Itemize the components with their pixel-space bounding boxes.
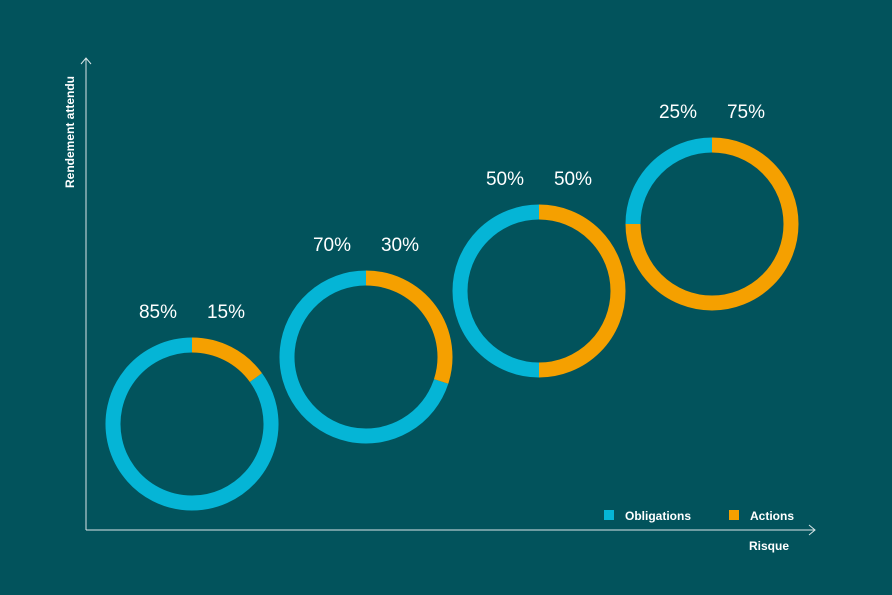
legend-swatch-obligations <box>604 510 614 520</box>
donut-2-actions-segment <box>365 270 453 384</box>
donut-4-obligations-label: 25% <box>659 102 697 123</box>
donut-1-actions-segment <box>191 337 262 383</box>
axes <box>80 57 816 536</box>
y-axis-arrow-icon <box>80 57 92 65</box>
donut-1-obligations-segment <box>105 337 279 511</box>
x-axis-label: Risque <box>749 539 789 553</box>
y-axis-label: Rendement attendu <box>63 76 77 188</box>
donut-3: 50% 50% <box>452 169 626 378</box>
donut-3-actions-label: 50% <box>554 169 592 190</box>
x-axis-arrow-icon <box>808 524 816 536</box>
donut-4: 25% 75% <box>625 102 799 311</box>
donut-3-actions-segment <box>538 204 626 378</box>
donut-1-obligations-label: 85% <box>139 302 177 323</box>
donut-4-actions-segment <box>625 137 799 311</box>
legend-label-actions: Actions <box>750 509 794 523</box>
donut-1-actions-label: 15% <box>207 302 245 323</box>
donut-group: 85% 15% 70% 30% 50% 50% 25% 75% <box>105 102 799 511</box>
donut-1: 85% 15% <box>105 302 279 511</box>
donut-2-obligations-label: 70% <box>313 235 351 256</box>
legend: Obligations Actions <box>604 509 794 523</box>
donut-2-obligations-segment <box>279 270 449 444</box>
donut-3-obligations-label: 50% <box>486 169 524 190</box>
donut-4-obligations-segment <box>625 137 713 225</box>
donut-2: 70% 30% <box>279 235 453 444</box>
legend-label-obligations: Obligations <box>625 509 691 523</box>
legend-swatch-actions <box>729 510 739 520</box>
donut-4-actions-label: 75% <box>727 102 765 123</box>
donut-2-actions-label: 30% <box>381 235 419 256</box>
donut-3-obligations-segment <box>452 204 540 378</box>
